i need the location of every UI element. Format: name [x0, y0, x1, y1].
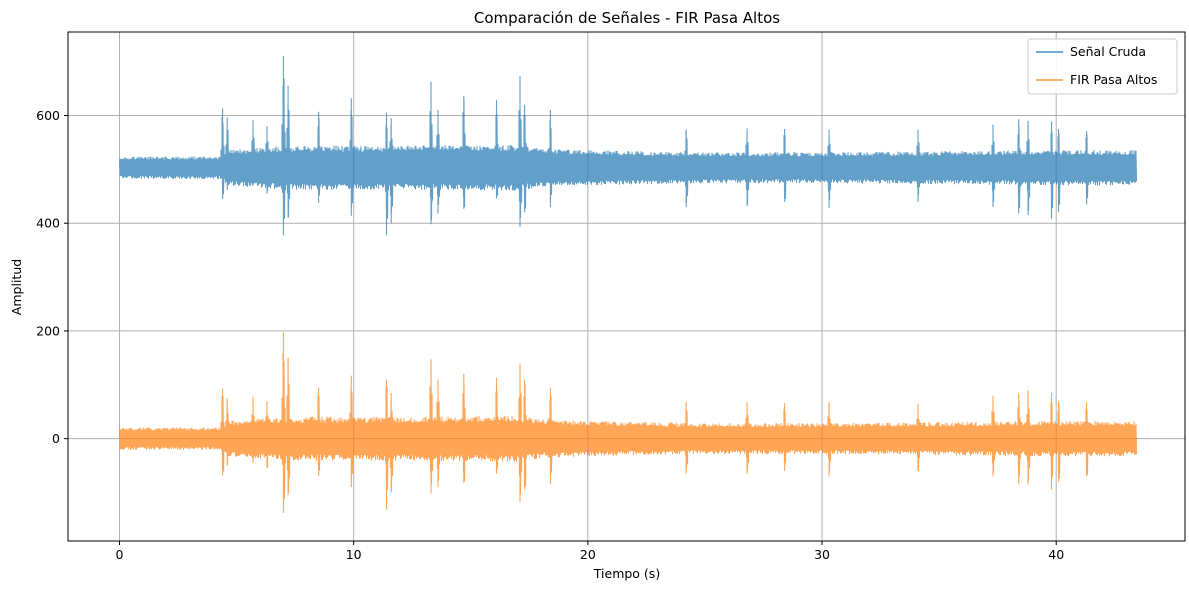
plot-area	[68, 32, 1185, 541]
x-tick-label: 40	[1048, 547, 1064, 562]
plot-frame	[67, 31, 1186, 542]
legend-box	[1027, 38, 1178, 95]
y-tick-label: 200	[36, 323, 60, 338]
series-layer	[119, 56, 1138, 513]
chart-title: Comparación de Señales - FIR Pasa Altos	[474, 9, 780, 27]
y-tick-label: 400	[36, 216, 60, 231]
series-line-senal-cruda	[119, 56, 1138, 236]
y-tick-label: 600	[36, 108, 60, 123]
x-tick-label: 10	[346, 547, 362, 562]
legend-label-senal-cruda: Señal Cruda	[1070, 44, 1146, 59]
x-tick-label: 30	[814, 547, 830, 562]
x-axis-label: Tiempo (s)	[593, 566, 660, 581]
legend: Señal Cruda FIR Pasa Altos	[1027, 38, 1178, 95]
y-axis-label: Amplitud	[9, 259, 24, 315]
y-axis: 0 200 400 600	[36, 108, 68, 446]
x-tick-label: 0	[116, 547, 124, 562]
legend-label-fir-pasa-altos: FIR Pasa Altos	[1070, 72, 1157, 87]
x-axis: 0 10 20 30 40	[116, 541, 1064, 562]
series-line-fir-pasa-altos	[119, 332, 1138, 513]
x-tick-label: 20	[580, 547, 596, 562]
y-tick-label: 0	[52, 431, 60, 446]
